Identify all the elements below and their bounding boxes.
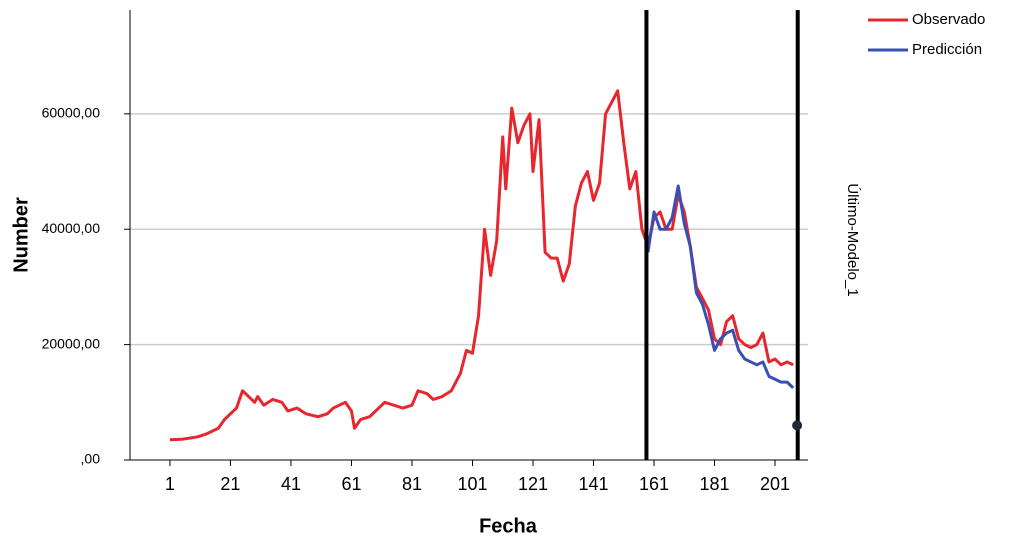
x-tick-label: 41 [281,474,301,494]
x-tick-label: 81 [402,474,422,494]
y-axis-title: Number [10,197,32,273]
x-tick-label: 161 [639,474,669,494]
x-tick-label: 121 [518,474,548,494]
y-tick-label: 60000,00 [42,105,101,121]
x-tick-label: 61 [341,474,361,494]
series-line [646,184,795,389]
x-axis-title: Fecha [479,515,538,537]
marker [792,420,803,431]
legend-label: Predicción [912,41,982,58]
x-tick-label: 201 [760,474,790,494]
series-line [169,89,794,442]
x-tick-label: 181 [699,474,729,494]
x-tick-label: 101 [457,474,487,494]
x-tick-label: 1 [165,474,175,494]
panel-label: Último-Modelo_1 [844,183,861,296]
y-tick-label: ,00 [81,451,101,467]
x-tick-label: 141 [578,474,608,494]
legend-label: Observado [912,11,985,28]
y-tick-label: 20000,00 [42,335,101,351]
y-tick-label: 40000,00 [42,220,101,236]
x-tick-label: 21 [220,474,240,494]
